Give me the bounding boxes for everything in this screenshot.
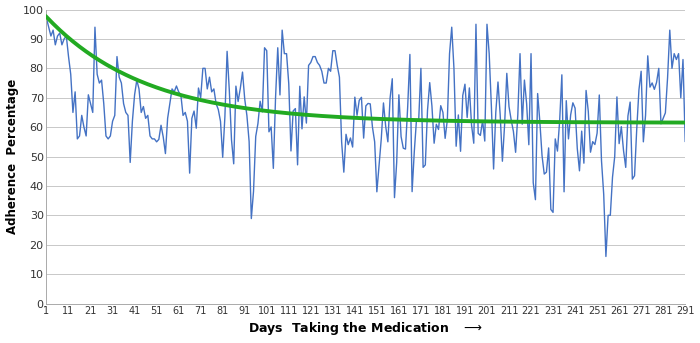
Y-axis label: Adherence  Percentage: Adherence Percentage: [6, 79, 19, 234]
X-axis label: Days  Taking the Medication   $\longrightarrow$: Days Taking the Medication $\longrightar…: [248, 320, 484, 338]
